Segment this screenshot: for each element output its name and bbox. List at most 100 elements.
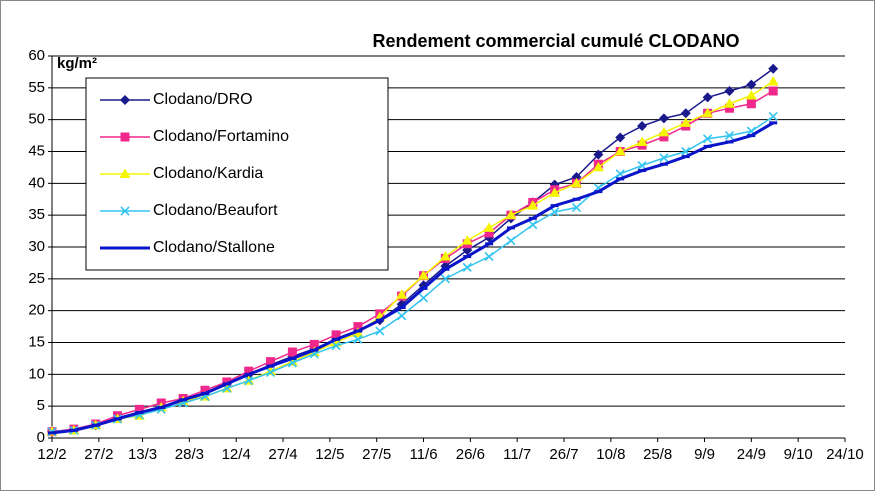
- data-point: [506, 236, 516, 246]
- legend: Clodano/DRO Clodano/Fortamino Clodano/Kard…: [85, 77, 389, 271]
- x-tick-label: 10/8: [596, 446, 625, 463]
- data-point: [439, 251, 451, 261]
- x-tick-label: 12/2: [37, 446, 66, 463]
- data-point: [571, 177, 583, 188]
- y-tick-label: 10: [28, 365, 45, 382]
- data-point: [286, 356, 298, 366]
- y-tick-label: 20: [28, 302, 45, 319]
- data-point: [637, 160, 647, 171]
- x-tick-label: 27/5: [362, 446, 391, 463]
- data-point: [309, 339, 319, 349]
- y-tick-label: 30: [28, 238, 45, 255]
- legend-marker: [120, 95, 130, 105]
- data-point: [724, 86, 735, 97]
- data-point: [244, 366, 254, 376]
- data-point: [331, 341, 341, 351]
- data-point: [703, 134, 713, 144]
- data-point: [724, 131, 735, 141]
- y-tick-label: 0: [37, 429, 45, 446]
- y-axis-label: kg/m²: [57, 55, 97, 72]
- data-point: [549, 187, 561, 197]
- x-tick-label: 28/3: [175, 446, 204, 463]
- data-point: [636, 136, 648, 146]
- data-point: [244, 376, 254, 386]
- data-point: [462, 262, 472, 272]
- data-point: [527, 200, 539, 210]
- data-point: [484, 251, 494, 262]
- y-tick-label: 40: [28, 174, 45, 191]
- data-point: [134, 404, 144, 414]
- data-point: [200, 385, 210, 395]
- y-tick-label: 50: [28, 111, 45, 128]
- x-tick-label: 24/10: [826, 446, 864, 463]
- data-point: [768, 111, 778, 122]
- data-point: [637, 121, 648, 132]
- legend-label: Clodano/Beaufort: [153, 202, 278, 219]
- data-point: [768, 63, 779, 74]
- data-point: [440, 274, 450, 284]
- data-point: [658, 113, 669, 124]
- data-point: [266, 357, 276, 367]
- legend-label: Clodano/Fortamino: [153, 128, 289, 145]
- data-point: [746, 99, 756, 109]
- legend-marker: [120, 206, 130, 216]
- data-point: [659, 132, 669, 142]
- y-tick-label: 45: [28, 142, 45, 159]
- x-tick-label: 12/5: [315, 446, 344, 463]
- data-point: [702, 92, 713, 103]
- x-tick-label: 24/9: [737, 446, 766, 463]
- x-tick-label: 13/3: [128, 446, 157, 463]
- series: [48, 121, 778, 435]
- data-point: [615, 132, 626, 143]
- data-point: [265, 367, 276, 377]
- data-point: [375, 326, 385, 336]
- data-point: [658, 126, 670, 137]
- data-point: [767, 75, 779, 86]
- x-tick-label: 9/10: [784, 446, 813, 463]
- x-tick-label: 9/9: [694, 446, 715, 463]
- legend-label: Clodano/DRO: [153, 91, 253, 108]
- x-tick-label: 26/7: [549, 446, 578, 463]
- data-point: [702, 107, 714, 118]
- data-point: [483, 222, 495, 232]
- data-point: [745, 89, 757, 100]
- y-tick-label: 35: [28, 206, 45, 223]
- y-tick-label: 5: [37, 397, 45, 414]
- data-point: [593, 149, 604, 160]
- data-point: [746, 79, 757, 90]
- legend-label: Clodano/Stallone: [153, 239, 275, 256]
- data-point: [550, 207, 560, 217]
- x-tick-label: 26/6: [456, 446, 485, 463]
- y-tick-label: 25: [28, 270, 45, 287]
- x-tick-label: 27/2: [84, 446, 113, 463]
- data-point: [222, 377, 232, 387]
- data-point: [528, 220, 538, 230]
- data-point: [592, 161, 604, 172]
- y-tick-label: 15: [28, 333, 45, 350]
- legend-marker: [120, 132, 130, 142]
- data-point: [659, 153, 669, 163]
- data-point: [418, 270, 430, 280]
- data-point: [484, 228, 494, 238]
- data-point: [287, 347, 297, 357]
- data-point: [353, 322, 363, 332]
- data-point: [418, 293, 429, 303]
- x-tick-label: 25/8: [643, 446, 672, 463]
- data-point: [680, 117, 692, 127]
- series-line: [51, 121, 774, 435]
- x-tick-label: 11/7: [503, 446, 531, 463]
- data-point: [461, 235, 473, 245]
- legend-marker: [119, 168, 131, 178]
- data-point: [353, 334, 363, 344]
- data-point: [723, 98, 735, 108]
- legend-label: Clodano/Kardia: [153, 165, 263, 182]
- x-tick-label: 11/6: [409, 446, 437, 463]
- data-point: [571, 202, 582, 213]
- y-tick-label: 60: [28, 47, 45, 64]
- data-point: [724, 103, 734, 113]
- data-point: [397, 311, 407, 321]
- series-line: [51, 115, 774, 433]
- chart-title: Rendement commercial cumulé CLODANO: [372, 31, 739, 51]
- data-point: [768, 86, 778, 96]
